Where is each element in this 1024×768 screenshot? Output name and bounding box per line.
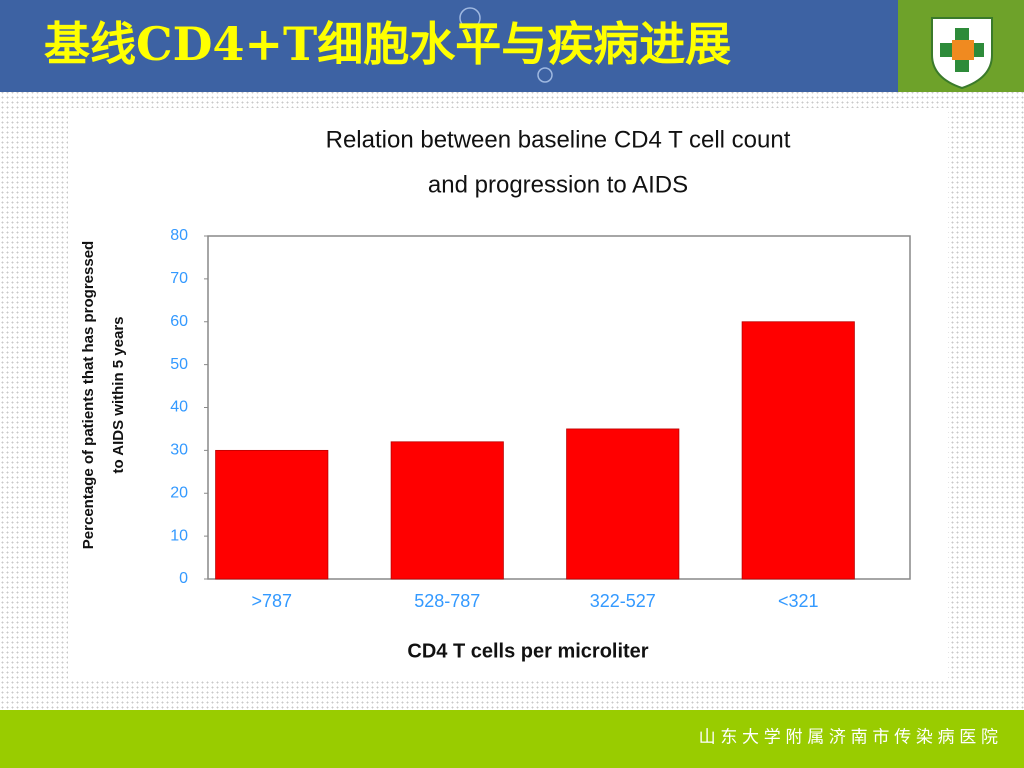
y-axis-label: Percentage of patients that has progress…	[80, 241, 127, 549]
chart-title: Relation between baseline CD4 T cell cou…	[326, 126, 791, 153]
bar	[741, 321, 855, 580]
x-tick-label: >787	[251, 591, 292, 611]
decor	[537, 67, 553, 83]
y-tick-label: 20	[170, 484, 188, 501]
header-band	[0, 0, 898, 92]
y-tick-label: 0	[179, 570, 188, 587]
slide-title: 基线CD4+T细胞水平与疾病进展	[44, 17, 731, 71]
decor	[459, 7, 481, 29]
y-axis-label-line: Percentage of patients that has progress…	[80, 241, 97, 549]
bar	[215, 449, 329, 580]
x-tick-label: 322-527	[590, 591, 656, 611]
x-tick-label: 528-787	[414, 591, 480, 611]
y-tick-label: 70	[170, 270, 188, 287]
footer-text: 山 东 大 学 附 属 济 南 市 传 染 病 医 院	[699, 727, 998, 746]
y-tick-label: 50	[170, 356, 188, 373]
footer-band	[0, 710, 1024, 768]
y-axis-label-line: to AIDS within 5 years	[110, 317, 127, 474]
x-tick-label: <321	[778, 591, 819, 611]
bar	[566, 428, 680, 580]
chart-title: and progression to AIDS	[428, 171, 688, 198]
y-tick-label: 80	[170, 227, 188, 244]
y-tick-label: 40	[170, 399, 188, 416]
x-axis-label: CD4 T cells per microliter	[407, 640, 648, 662]
y-tick-label: 30	[170, 442, 188, 459]
logo-hand	[952, 40, 974, 60]
bar	[390, 441, 504, 580]
y-tick-label: 10	[170, 527, 188, 544]
y-tick-label: 60	[170, 313, 188, 330]
